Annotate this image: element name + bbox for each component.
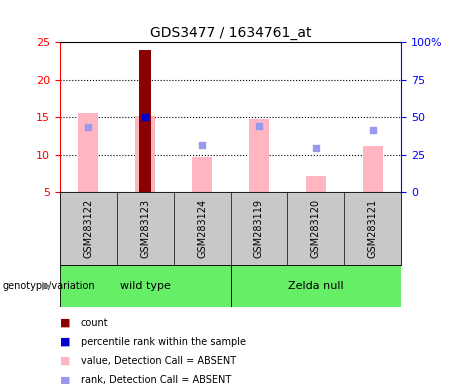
Text: GSM283123: GSM283123 [140,199,150,258]
Bar [192,157,212,192]
Point [198,142,206,148]
Bar [230,265,401,307]
Text: GSM283119: GSM283119 [254,199,264,258]
Text: GSM283124: GSM283124 [197,199,207,258]
Text: wild type: wild type [120,281,171,291]
Text: value, Detection Call = ABSENT: value, Detection Call = ABSENT [81,356,236,366]
Text: ■: ■ [60,356,71,366]
Bar [78,113,98,192]
Text: ■: ■ [60,318,71,328]
Point [369,127,376,133]
Bar [139,50,151,192]
Text: genotype/variation: genotype/variation [2,281,95,291]
Bar [306,175,326,192]
Title: GDS3477 / 1634761_at: GDS3477 / 1634761_at [150,26,311,40]
Point [255,123,263,129]
Text: GSM283120: GSM283120 [311,199,321,258]
Bar [135,116,155,192]
Text: rank, Detection Call = ABSENT: rank, Detection Call = ABSENT [81,375,231,384]
Text: count: count [81,318,108,328]
Text: ▶: ▶ [42,281,51,291]
Text: GSM283122: GSM283122 [83,199,94,258]
Bar [249,119,269,192]
Point [85,124,92,130]
Point [142,114,149,120]
Point [312,145,319,151]
Text: ■: ■ [60,337,71,347]
Text: GSM283121: GSM283121 [367,199,378,258]
Text: percentile rank within the sample: percentile rank within the sample [81,337,246,347]
Text: Zelda null: Zelda null [288,281,343,291]
Bar [60,265,230,307]
Text: ■: ■ [60,375,71,384]
Bar [363,146,383,192]
